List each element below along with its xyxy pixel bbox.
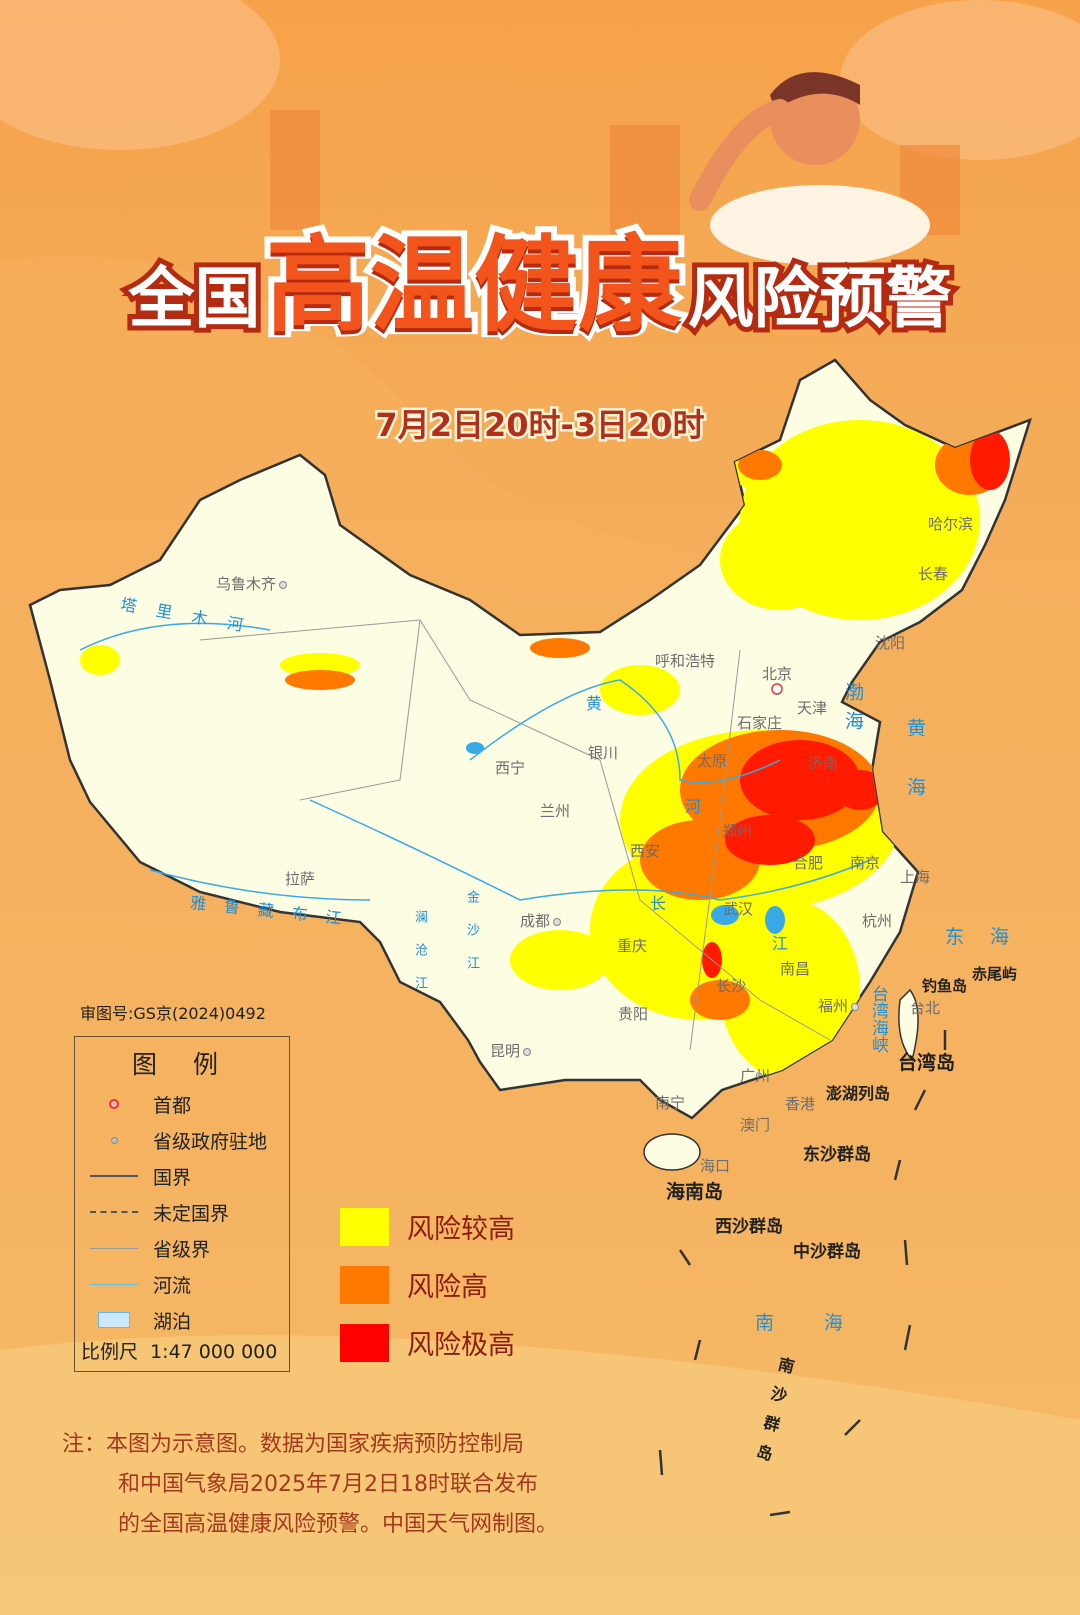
sea-label: 南海 xyxy=(755,1312,894,1334)
title-part-nationwide: 全国 xyxy=(123,255,265,342)
provincial-borders xyxy=(199,619,831,1051)
city-label: 重庆 xyxy=(617,937,648,955)
island-label: 海南岛 xyxy=(666,1181,724,1203)
risk-swatch-high xyxy=(340,1265,389,1304)
legend-title: 图 例 xyxy=(132,1050,232,1079)
city-label: 拉萨 xyxy=(285,870,316,888)
island-label: 东沙群岛 xyxy=(803,1145,871,1165)
map-scale: 比例尺 1:47 000 000 xyxy=(81,1341,278,1363)
legend-item: 首都 xyxy=(75,1089,289,1119)
risk-swatch-extreme xyxy=(340,1323,389,1362)
national-border-line-icon xyxy=(90,1175,138,1177)
risk-extreme-areas xyxy=(702,430,1010,978)
city-label: 合肥 xyxy=(793,854,824,872)
sea-label: 东海 xyxy=(945,926,1036,948)
legend-item: 湖泊 xyxy=(75,1305,289,1335)
city-label-capital: 北京 xyxy=(762,665,793,683)
island-label: 钓鱼岛 xyxy=(922,977,968,995)
footnote: 注：本图为示意图。数据为国家疾病预防控制局 和中国气象局2025年7月2日18时… xyxy=(62,1432,559,1537)
city-label: 南京 xyxy=(850,854,881,872)
river-label: 黄 xyxy=(586,694,623,713)
taiwan-island xyxy=(898,988,919,1062)
city-label: 哈尔滨 xyxy=(928,515,974,533)
river-label: 澜沧江 xyxy=(412,910,427,1009)
provincial-border-line-icon xyxy=(90,1247,138,1249)
city-label: 香港 xyxy=(785,1095,816,1113)
lake-swatch-icon xyxy=(98,1312,130,1328)
city-label: 沈阳 xyxy=(875,634,906,652)
city-label: 杭州 xyxy=(862,912,893,930)
city-label: 兰州 xyxy=(540,802,571,820)
city-label: 西安 xyxy=(630,842,661,860)
river-label: 长 xyxy=(650,894,687,913)
city-label: 贵阳 xyxy=(618,1005,649,1023)
sea-label: 渤海 xyxy=(842,682,864,740)
capital-star-icon xyxy=(771,683,783,695)
city-label: 济南 xyxy=(808,754,839,772)
city-label: 澳门 xyxy=(740,1116,771,1134)
river-line-icon xyxy=(90,1283,138,1285)
sea-label: 台湾海峡 xyxy=(868,985,888,1053)
legend-item: 未定国界 xyxy=(75,1197,289,1227)
page-title: 全国 高温健康 风险预警 xyxy=(0,200,1080,352)
city-label: 乌鲁木齐 xyxy=(216,573,287,594)
title-part-risk-warning: 风险预警 xyxy=(683,255,957,342)
rivers xyxy=(79,622,871,901)
city-label: 上海 xyxy=(900,868,931,886)
risk-legend-item: 风险较高 xyxy=(340,1207,515,1246)
provincial-capital-dot-icon xyxy=(110,1136,118,1144)
title-part-heat-health: 高温健康 xyxy=(260,218,688,352)
island-label: 台湾岛 xyxy=(898,1052,956,1074)
city-label: 福州 xyxy=(818,995,859,1016)
city-label: 银川 xyxy=(588,744,619,762)
river-label: 河 xyxy=(685,797,722,816)
city-label: 长沙 xyxy=(716,977,747,995)
capital-star-icon xyxy=(109,1099,119,1109)
island-label: 西沙群岛 xyxy=(715,1217,783,1237)
risk-legend-item: 风险高 xyxy=(340,1265,488,1304)
city-label: 武汉 xyxy=(723,900,754,918)
city-label: 石家庄 xyxy=(737,714,783,732)
legend-item: 省级界 xyxy=(75,1233,289,1263)
nine-dash-line xyxy=(658,1030,947,1517)
island-label: 中沙群岛 xyxy=(793,1242,861,1262)
city-label: 昆明 xyxy=(490,1040,531,1061)
risk-areas xyxy=(80,420,1010,1080)
city-label: 呼和浩特 xyxy=(655,652,716,670)
city-label: 天津 xyxy=(797,699,828,717)
map-legend: 图 例 首都 省级政府驻地 国界 未定国界 省级界 河流 湖泊 比例尺 1:47… xyxy=(74,1036,290,1372)
risk-swatch-moderate xyxy=(340,1207,389,1246)
river-label: 江 xyxy=(772,934,809,953)
city-label: 台北 xyxy=(910,999,941,1017)
city-label: 西宁 xyxy=(495,759,526,777)
date-range: 7月2日20时-3日20时 xyxy=(373,404,707,447)
city-label: 南宁 xyxy=(655,1094,686,1112)
legend-item: 省级政府驻地 xyxy=(75,1125,289,1155)
legend-item: 河流 xyxy=(75,1269,289,1299)
city-label: 成都 xyxy=(520,910,561,931)
island-label: 赤尾屿 xyxy=(972,965,1018,983)
hainan-island xyxy=(643,1133,701,1171)
undetermined-border-line-icon xyxy=(90,1211,138,1213)
legend-item: 国界 xyxy=(75,1161,289,1191)
city-label: 海口 xyxy=(700,1157,731,1175)
sea-label: 黄海 xyxy=(904,718,926,836)
city-label: 广州 xyxy=(740,1067,771,1085)
city-label: 太原 xyxy=(697,752,728,770)
risk-legend-item: 风险极高 xyxy=(340,1323,515,1362)
island-label: 澎湖列岛 xyxy=(826,1084,891,1103)
city-label: 郑州 xyxy=(722,822,753,840)
river-label: 金沙江 xyxy=(464,890,479,989)
city-label: 长春 xyxy=(918,565,949,583)
map-approval-number: 审图号:GS京(2024)0492 xyxy=(80,1004,266,1023)
city-label: 南昌 xyxy=(780,960,811,978)
person-wiping-sweat-illustration xyxy=(689,72,930,265)
